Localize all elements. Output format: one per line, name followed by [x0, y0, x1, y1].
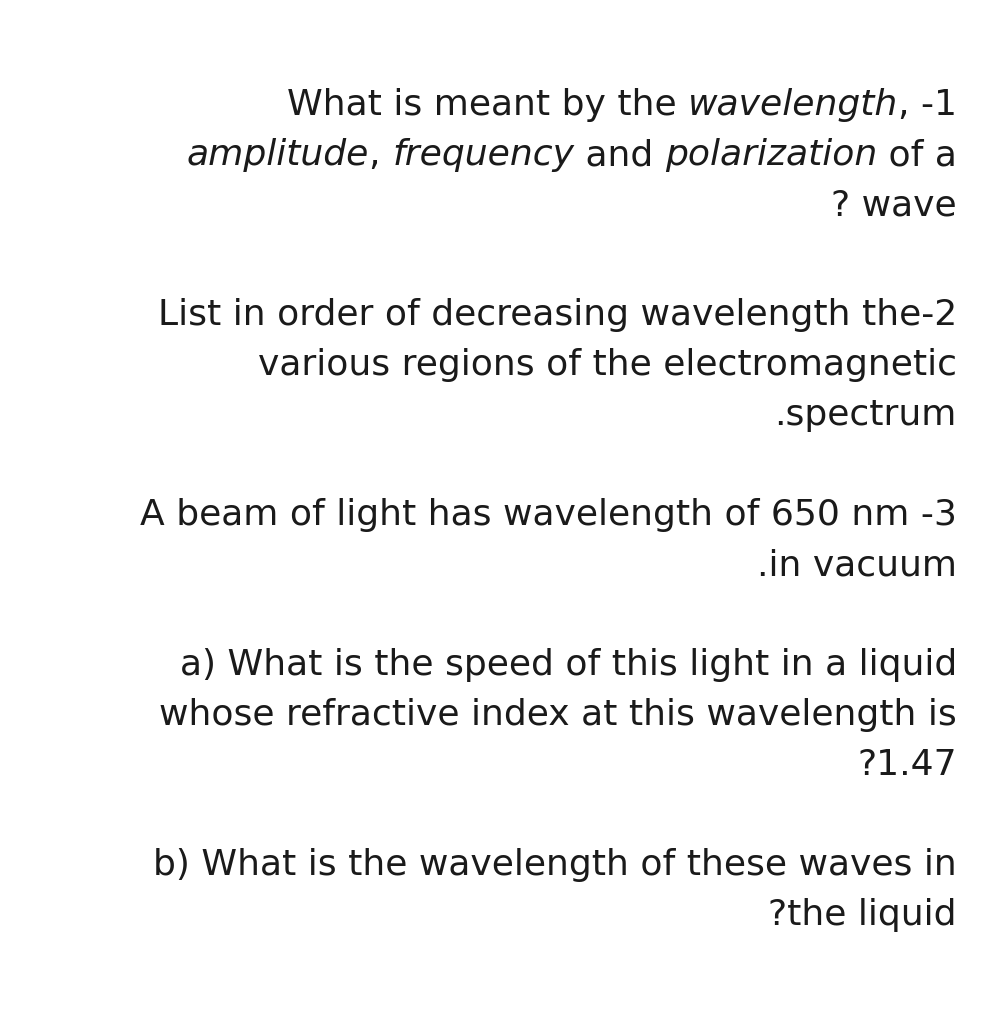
- Text: and: and: [574, 138, 665, 172]
- Text: amplitude: amplitude: [186, 138, 369, 172]
- Text: whose refractive index at this wavelength is: whose refractive index at this wavelengt…: [160, 698, 957, 732]
- Text: ?1.47: ?1.47: [857, 748, 957, 782]
- Text: List in order of decreasing wavelength the-2: List in order of decreasing wavelength t…: [158, 298, 957, 332]
- Text: b) What is the wavelength of these waves in: b) What is the wavelength of these waves…: [154, 848, 957, 882]
- Text: .in vacuum: .in vacuum: [757, 548, 957, 582]
- Text: various regions of the electromagnetic: various regions of the electromagnetic: [258, 348, 957, 382]
- Text: of a: of a: [877, 138, 957, 172]
- Text: A beam of light has wavelength of 650 nm -3: A beam of light has wavelength of 650 nm…: [141, 498, 957, 532]
- Text: What is meant by the: What is meant by the: [286, 88, 688, 122]
- Text: a) What is the speed of this light in a liquid: a) What is the speed of this light in a …: [179, 648, 957, 682]
- Text: .spectrum: .spectrum: [775, 398, 957, 432]
- Text: wavelength: wavelength: [688, 88, 898, 122]
- Text: ,: ,: [369, 138, 392, 172]
- Text: ?the liquid: ?the liquid: [769, 898, 957, 932]
- Text: frequency: frequency: [392, 138, 574, 172]
- Text: polarization: polarization: [665, 138, 877, 172]
- Text: ? wave: ? wave: [831, 188, 957, 222]
- Text: , -1: , -1: [898, 88, 957, 122]
